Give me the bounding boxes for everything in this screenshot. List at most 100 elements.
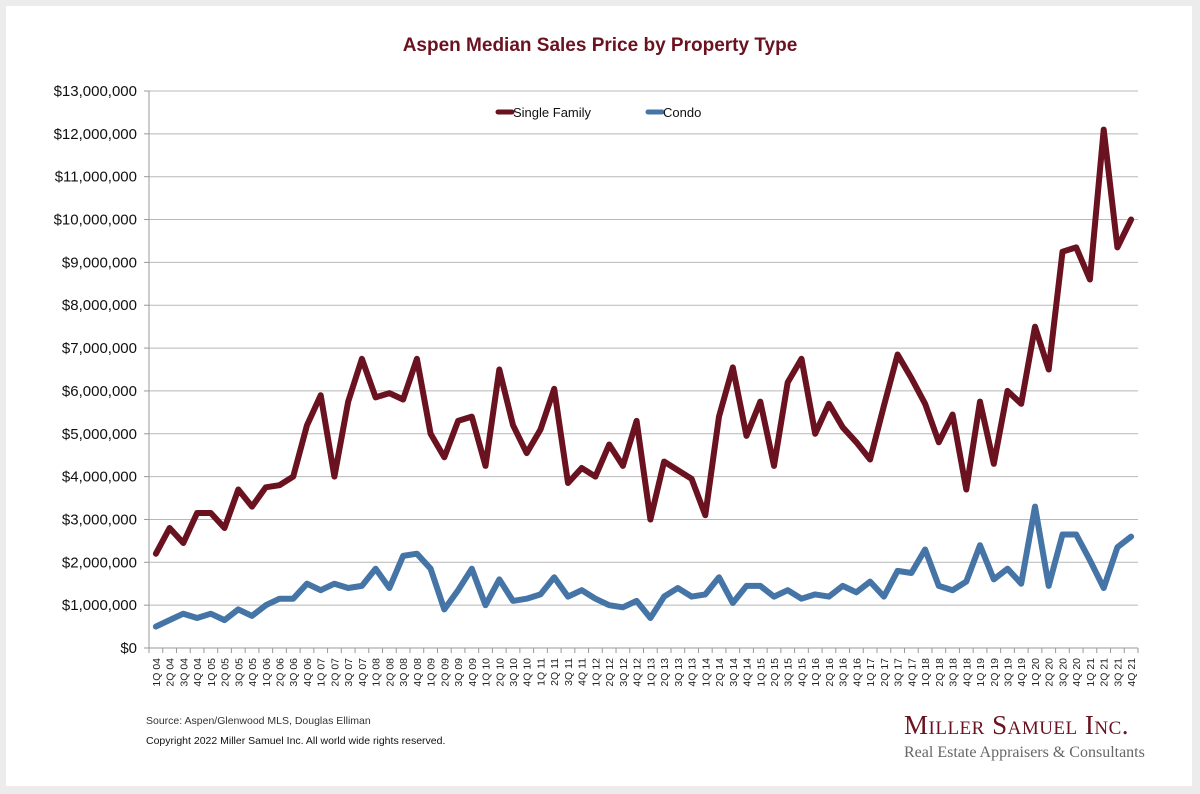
x-tick-label: 4Q 17 [906,658,918,687]
x-tick-label: 4Q 08 [412,658,424,687]
x-tick-label: 3Q 11 [563,658,575,686]
series-line-condo [152,503,1135,630]
y-tick-label: $6,000,000 [62,383,137,400]
gridlines [149,90,1138,606]
x-tick-label: 3Q 20 [1057,658,1069,687]
x-tick-label: 2Q 18 [934,658,946,687]
x-tick-label: 3Q 17 [893,658,905,687]
y-tick-label: $5,000,000 [62,426,137,443]
x-tick-label: 1Q 19 [975,658,987,687]
y-axis-ticks: $0 $1,000,000 $2,000,000 $3,000,000 $4,000,0… [54,83,149,657]
x-tick-label: 2Q 08 [384,658,396,687]
y-tick-label: $7,000,000 [62,340,137,357]
x-tick-label: 4Q 18 [961,658,973,687]
x-tick-label: 2Q 05 [220,658,232,687]
x-tick-label: 3Q 12 [618,658,630,687]
x-tick-label: 2Q 16 [824,658,836,687]
x-tick-label: 1Q 05 [206,658,218,687]
y-tick-label: $2,000,000 [62,554,137,571]
y-tick-label: $3,000,000 [62,511,137,528]
x-tick-label: 4Q 13 [687,658,699,687]
legend-label: Single Family [513,105,592,120]
legend: Single Family Condo [495,105,701,120]
x-tick-label: 2Q 04 [165,658,177,687]
x-tick-label: 4Q 19 [1016,658,1028,687]
x-tick-label: 4Q 06 [302,658,314,687]
x-tick-label: 1Q 21 [1085,658,1097,687]
x-tick-label: 4Q 10 [522,658,534,687]
x-tick-label: 4Q 05 [247,658,259,687]
x-tick-label: 1Q 11 [535,658,547,686]
x-tick-label: 2Q 09 [439,658,451,687]
x-tick-label: 4Q 14 [742,658,754,687]
x-tick-label: 2Q 21 [1099,658,1111,687]
x-tick-label: 1Q 09 [426,658,438,687]
x-tick-label: 3Q 14 [728,658,740,687]
x-tick-label: 2Q 13 [659,658,671,687]
x-tick-label: 4Q 04 [192,658,204,687]
x-tick-label: 3Q 04 [178,658,190,687]
x-tick-label: 4Q 20 [1071,658,1083,687]
x-tick-label: 1Q 14 [700,658,712,687]
y-tick-label: $13,000,000 [54,83,137,100]
y-tick-label: $12,000,000 [54,126,137,143]
x-tick-label: 1Q 07 [316,658,328,687]
chart-title: Aspen Median Sales Price by Property Typ… [402,35,798,56]
x-tick-label: 3Q 09 [453,658,465,687]
x-tick-label: 2Q 11 [549,658,561,686]
x-tick-label: 4Q 16 [851,658,863,687]
x-tick-label: 2Q 17 [879,658,891,687]
x-tick-label: 3Q 19 [1003,658,1015,687]
x-tick-label: 2Q 12 [604,658,616,687]
x-tick-label: 3Q 15 [783,658,795,687]
x-tick-label: 4Q 21 [1126,658,1138,687]
x-tick-label: 3Q 16 [838,658,850,687]
x-tick-label: 1Q 12 [590,658,602,687]
x-tick-label: 2Q 20 [1044,658,1056,687]
x-tick-label: 4Q 07 [357,658,369,687]
x-tick-label: 2Q 15 [769,658,781,687]
y-tick-label: $8,000,000 [62,297,137,314]
x-tick-label: 1Q 06 [261,658,273,687]
x-tick-label: 2Q 10 [494,658,506,687]
x-tick-label: 1Q 15 [755,658,767,687]
x-tick-label: 4Q 09 [467,658,479,687]
y-tick-label: $10,000,000 [54,212,137,229]
x-tick-label: 3Q 08 [398,658,410,687]
x-tick-label: 1Q 20 [1030,658,1042,687]
x-tick-label: 3Q 06 [288,658,300,687]
x-tick-label: 1Q 17 [865,658,877,687]
series-line-single-family [152,126,1135,557]
x-tick-label: 1Q 16 [810,658,822,687]
y-tick-label: $9,000,000 [62,254,137,271]
y-tick-label: $11,000,000 [55,169,137,186]
x-tick-label: 2Q 07 [329,658,341,687]
y-tick-label: $4,000,000 [62,469,137,486]
x-tick-label: 3Q 21 [1112,658,1124,687]
copyright-note: Copyright 2022 Miller Samuel Inc. All wo… [146,735,446,747]
x-tick-label: 3Q 07 [343,658,355,687]
x-tick-label: 2Q 19 [989,658,1001,687]
y-tick-label: $0 [120,640,137,657]
x-tick-label: 1Q 04 [151,658,163,687]
x-tick-label: 3Q 05 [233,658,245,687]
source-note: Source: Aspen/Glenwood MLS, Douglas Elli… [146,715,371,727]
y-tick-label: $1,000,000 [62,597,137,614]
chart-frame [6,6,1192,786]
x-tick-label: 3Q 13 [673,658,685,687]
x-tick-label: 3Q 10 [508,658,520,687]
brand-logo-name: Miller Samuel Inc. [904,710,1130,740]
x-tick-label: 1Q 18 [920,658,932,687]
x-tick-label: 1Q 13 [645,658,657,687]
x-tick-label: 4Q 11 [577,658,589,686]
x-tick-label: 1Q 10 [481,658,493,687]
brand-tagline: Real Estate Appraisers & Consultants [904,744,1145,761]
x-tick-label: 3Q 18 [948,658,960,687]
x-tick-label: 2Q 14 [714,658,726,687]
x-tick-label: 2Q 06 [274,658,286,687]
x-tick-label: 4Q 12 [632,658,644,687]
x-axis-ticks: 1Q 04 2Q 04 3Q 04 4Q 04 1Q 05 2Q 05 3Q 05 4Q 05… [148,648,1139,687]
legend-label: Condo [663,105,701,120]
series-lines [152,126,1135,630]
